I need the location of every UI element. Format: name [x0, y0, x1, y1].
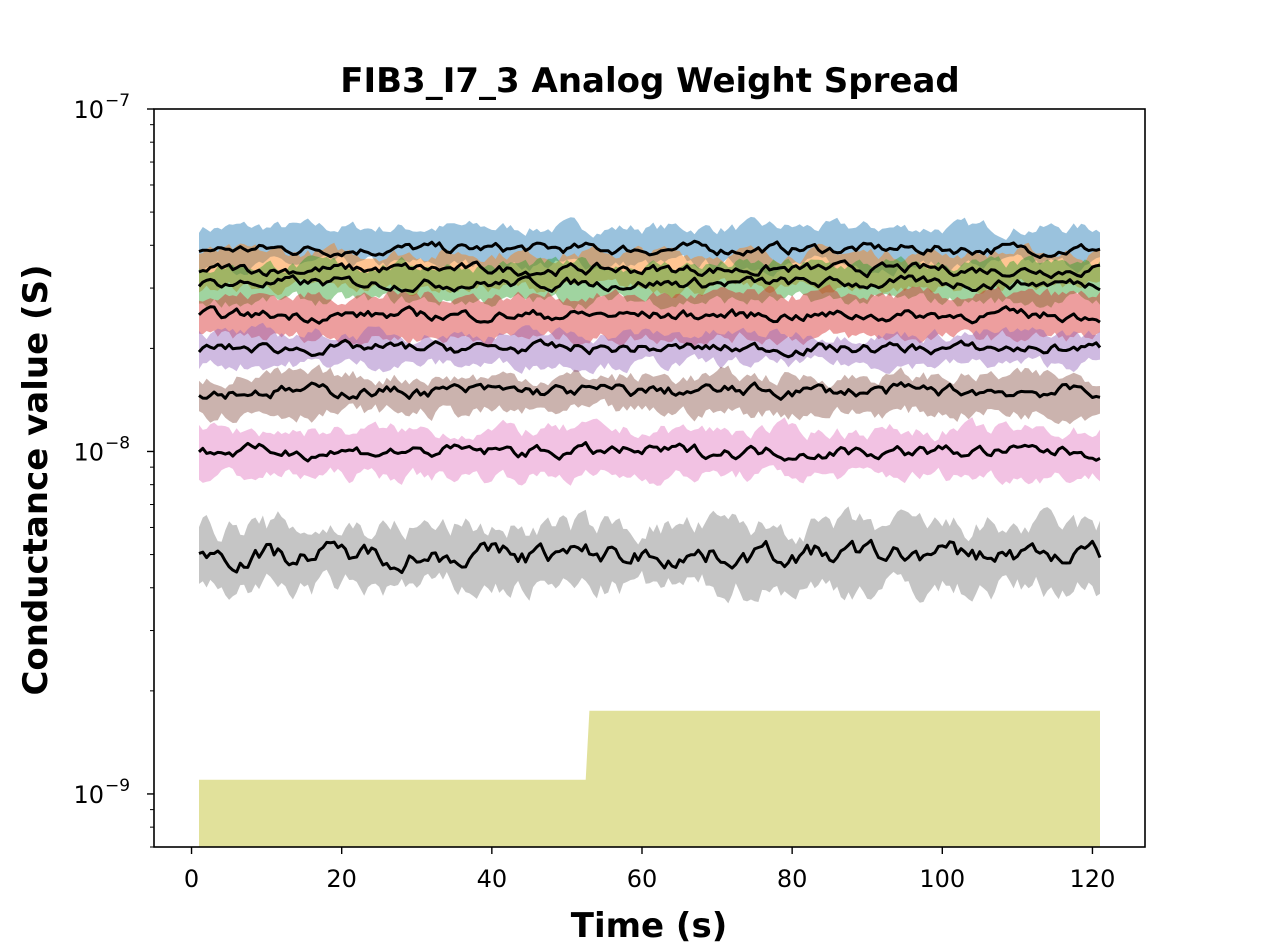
series-median-4	[197, 305, 1101, 325]
x-tick-label: 0	[184, 865, 199, 893]
x-tick-label: 20	[326, 865, 357, 893]
series-band-2	[199, 242, 1100, 299]
x-tick-label: 60	[627, 865, 658, 893]
y-tick-label: 10	[73, 96, 104, 124]
y-axis-label: Conductance value (S)	[16, 264, 56, 695]
x-tick-label: 120	[1070, 865, 1116, 893]
series-band-7	[199, 417, 1100, 486]
series-band-6	[199, 364, 1100, 425]
y-tick-label: 10	[73, 438, 104, 466]
series-median-8	[198, 538, 1102, 575]
x-axis: 0 20 40 60 80 100 120	[184, 847, 1115, 893]
series-median-6	[198, 381, 1101, 401]
y-tick-exponent: −8	[105, 433, 130, 453]
series-band-1	[199, 216, 1100, 277]
series-median-2	[198, 259, 1101, 280]
chart-title: FIB3_I7_3 Analog Weight Spread	[340, 61, 959, 101]
series-band-9	[199, 710, 1100, 847]
x-tick-label: 80	[777, 865, 808, 893]
x-tick-label: 40	[477, 865, 508, 893]
series-medians	[197, 239, 1102, 575]
x-axis-label: Time (s)	[571, 906, 728, 946]
series-median-5	[197, 338, 1102, 359]
series-median-1	[198, 239, 1101, 259]
y-axis: 10−910−810−7	[73, 91, 154, 848]
series-median-3	[197, 274, 1101, 293]
y-tick-exponent: −7	[105, 91, 130, 111]
y-tick-exponent: −9	[105, 776, 130, 796]
plot-frame	[153, 108, 1146, 848]
x-tick-label: 100	[919, 865, 965, 893]
series-median-7	[197, 441, 1101, 463]
y-tick-label: 10	[73, 781, 104, 809]
